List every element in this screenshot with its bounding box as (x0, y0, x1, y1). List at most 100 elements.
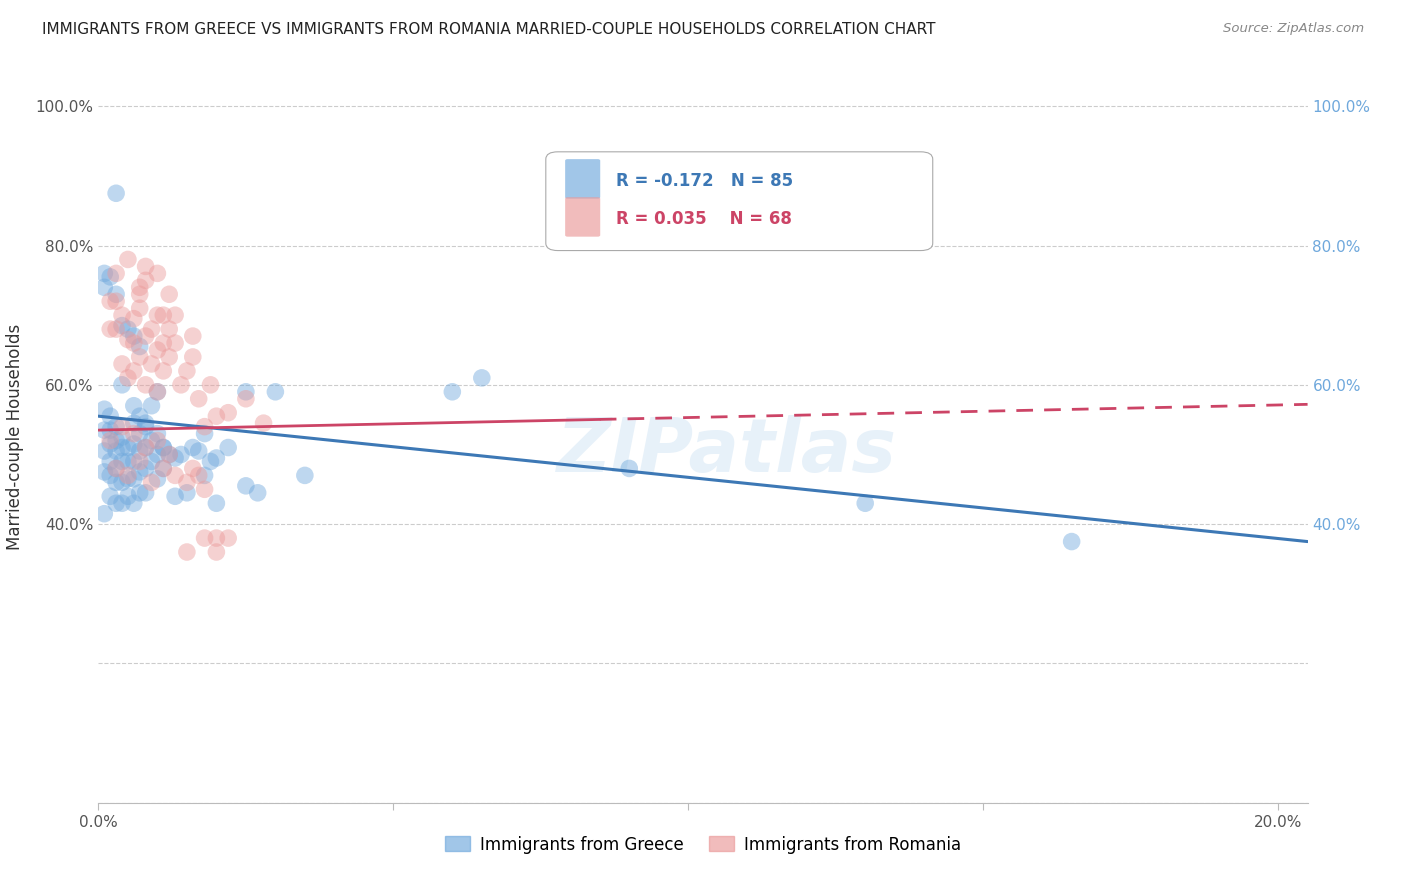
Point (98, 489, 121, 503)
Point (117, 322, 139, 336)
Point (122, 364, 145, 378)
Point (152, 364, 174, 378)
Point (205, 409, 228, 424)
Point (246, 485, 269, 500)
Text: R = 0.035    N = 68: R = 0.035 N = 68 (616, 211, 792, 228)
Point (117, 468, 139, 483)
Point (152, 461, 174, 475)
Point (135, 329, 157, 343)
Point (157, 322, 180, 336)
Point (105, 434, 128, 448)
Point (146, 434, 169, 448)
Point (117, 454, 139, 468)
Point (157, 350, 180, 364)
Point (235, 384, 257, 399)
Point (128, 350, 150, 364)
Point (105, 294, 128, 309)
Point (187, 392, 209, 406)
Point (135, 273, 157, 287)
Point (135, 485, 157, 500)
Y-axis label: Married-couple Households: Married-couple Households (7, 324, 24, 550)
Point (128, 280, 150, 294)
Point (619, 461, 641, 475)
Point (141, 357, 163, 371)
Point (152, 336, 174, 351)
Point (117, 333, 139, 347)
Point (217, 406, 239, 420)
Point (176, 485, 198, 500)
Point (146, 343, 169, 357)
Point (105, 461, 128, 475)
Point (122, 426, 145, 441)
Point (194, 419, 217, 434)
Point (128, 339, 150, 353)
Point (105, 266, 128, 280)
Point (135, 441, 157, 455)
Point (157, 448, 180, 462)
Point (111, 496, 134, 510)
Point (170, 448, 193, 462)
Point (146, 472, 169, 486)
Point (135, 416, 157, 430)
Point (111, 377, 134, 392)
Point (93, 444, 115, 458)
Point (111, 419, 134, 434)
Point (93, 507, 115, 521)
FancyBboxPatch shape (565, 159, 600, 199)
Point (122, 399, 145, 413)
Point (146, 426, 169, 441)
Point (294, 468, 316, 483)
Point (181, 441, 204, 455)
Point (122, 496, 145, 510)
Point (853, 496, 876, 510)
Point (122, 336, 145, 351)
Point (122, 454, 145, 468)
Point (93, 402, 115, 417)
Point (264, 384, 287, 399)
Point (117, 252, 139, 267)
Point (98, 322, 121, 336)
FancyBboxPatch shape (565, 197, 600, 236)
Point (157, 287, 180, 301)
Point (146, 266, 169, 280)
Point (152, 441, 174, 455)
Point (165, 336, 187, 351)
Point (471, 371, 494, 385)
Point (194, 426, 217, 441)
Point (105, 475, 128, 490)
Point (93, 423, 115, 437)
Point (128, 287, 150, 301)
Point (157, 448, 180, 462)
FancyBboxPatch shape (546, 152, 932, 251)
Point (111, 441, 134, 455)
Point (217, 531, 239, 545)
Text: IMMIGRANTS FROM GREECE VS IMMIGRANTS FROM ROMANIA MARRIED-COUPLE HOUSEHOLDS CORR: IMMIGRANTS FROM GREECE VS IMMIGRANTS FRO… (42, 22, 935, 37)
Point (205, 545, 228, 559)
Point (252, 416, 274, 430)
Point (111, 318, 134, 333)
Point (235, 479, 257, 493)
Point (128, 465, 150, 479)
Point (187, 468, 209, 483)
Point (122, 437, 145, 451)
Point (146, 384, 169, 399)
Point (105, 287, 128, 301)
Point (117, 472, 139, 486)
Point (187, 444, 209, 458)
Point (735, 225, 758, 239)
Point (194, 531, 217, 545)
Point (117, 441, 139, 455)
Point (93, 266, 115, 280)
Point (105, 322, 128, 336)
Point (122, 416, 145, 430)
Point (128, 444, 150, 458)
Point (128, 485, 150, 500)
Point (1060, 534, 1083, 549)
Point (194, 483, 217, 497)
Point (111, 475, 134, 490)
Point (205, 496, 228, 510)
Point (165, 450, 187, 465)
Point (141, 454, 163, 468)
Point (165, 489, 187, 503)
Point (146, 448, 169, 462)
